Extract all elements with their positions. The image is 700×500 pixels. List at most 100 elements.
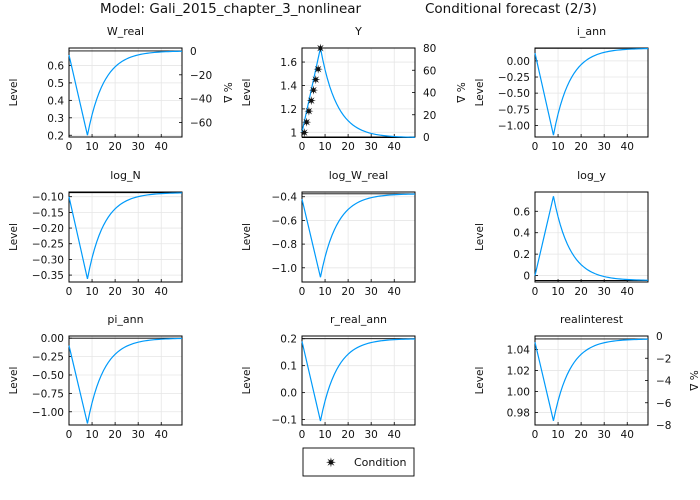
- series-line: [534, 196, 649, 281]
- y-tick-label: 0.0: [280, 388, 297, 400]
- y-tick-label: 0.2: [280, 334, 297, 346]
- condition-marker: ✷: [315, 42, 325, 56]
- x-tick-label: 20: [341, 429, 354, 441]
- y-axis-label: Level: [241, 79, 253, 107]
- series-line: [68, 50, 183, 136]
- y2-axis-label: % Δ: [687, 370, 699, 391]
- condition-marker: ✷: [302, 115, 312, 129]
- y2-tick-label: −2: [656, 353, 671, 365]
- x-tick-label: 30: [364, 429, 377, 441]
- legend: ✷ Condition: [302, 447, 415, 477]
- series-line: [68, 337, 183, 424]
- y-tick-label: 0.4: [513, 228, 530, 240]
- x-tick-label: 30: [364, 286, 377, 298]
- y-tick-label: 1.02: [507, 366, 530, 378]
- legend-label: Condition: [354, 456, 407, 469]
- series-line: [301, 47, 416, 138]
- plot-frame: [534, 191, 649, 283]
- y-tick-label: 0: [523, 271, 530, 283]
- y-tick-label: −0.10: [32, 192, 64, 204]
- y-tick-label: 0.00: [507, 56, 530, 68]
- x-tick-label: 0: [299, 286, 306, 298]
- y2-tick-label: −4: [656, 376, 672, 388]
- x-tick-label: 0: [532, 429, 539, 441]
- y2-tick-label: 0: [656, 331, 663, 343]
- chart-panel: 0 10 20 30 40 −0.10 −0.15 −0.20 −0.25 −0.30 −0.35 L…: [8, 169, 183, 298]
- y-tick-label: −0.25: [498, 72, 530, 84]
- x-tick-label: 20: [574, 141, 587, 153]
- x-tick-label: 40: [388, 429, 401, 441]
- chart-panel: 0 10 20 30 40 0.2 0.1 0.0 −0.1 Level r_real_ann: [241, 313, 416, 441]
- y-tick-label: 1.00: [507, 386, 530, 398]
- x-tick-label: 0: [299, 141, 306, 153]
- figure-title-right: Conditional forecast (2/3): [425, 1, 597, 17]
- y-tick-label: −0.4: [272, 192, 298, 204]
- chart-panel: 0 10 20 30 40 −0.4 −0.6 −0.8 −1.0 Level log_W_real: [241, 169, 416, 298]
- y-tick-label: −1.00: [32, 407, 64, 419]
- panel-title: pi_ann: [107, 313, 143, 326]
- figure-title-left: Model: Gali_2015_chapter_3_nonlinear: [100, 1, 362, 17]
- x-tick-label: 40: [388, 141, 401, 153]
- condition-marker: ✷: [308, 84, 318, 98]
- y2-tick-label: 20: [423, 110, 436, 122]
- x-tick-label: 20: [108, 429, 121, 441]
- series-line: [301, 338, 416, 422]
- y-tick-label: −0.75: [32, 388, 64, 400]
- y-tick-label: 0.1: [280, 361, 297, 373]
- x-tick-label: 40: [621, 286, 634, 298]
- y-axis-label: Level: [474, 367, 486, 395]
- x-tick-label: 30: [364, 141, 377, 153]
- x-tick-label: 40: [621, 429, 634, 441]
- y-tick-label: −0.15: [32, 207, 64, 219]
- x-tick-label: 0: [66, 429, 73, 441]
- x-tick-label: 10: [85, 286, 98, 298]
- y-tick-label: −0.75: [498, 104, 530, 116]
- panel-title: r_real_ann: [330, 313, 387, 326]
- x-tick-label: 30: [131, 429, 144, 441]
- x-tick-label: 40: [155, 286, 168, 298]
- x-tick-label: 10: [551, 429, 564, 441]
- x-tick-label: 30: [597, 141, 610, 153]
- x-tick-label: 30: [597, 286, 610, 298]
- x-tick-label: 30: [131, 286, 144, 298]
- y-tick-label: −0.25: [32, 239, 64, 251]
- y-tick-label: −0.35: [32, 270, 64, 282]
- x-tick-label: 0: [299, 429, 306, 441]
- x-tick-label: 40: [621, 141, 634, 153]
- chart-panel: 0 10 20 30 40 0.00 −0.25 −0.50 −0.75 −1.00 Level i_…: [474, 25, 649, 153]
- y-tick-label: 0.4: [47, 95, 64, 107]
- y-tick-label: 0.6: [47, 60, 64, 72]
- y-axis-label: Level: [8, 223, 20, 251]
- y-tick-label: −0.50: [498, 88, 530, 100]
- plot-frame: [534, 47, 649, 138]
- series-line: [301, 193, 416, 278]
- y-tick-label: −0.50: [32, 370, 64, 382]
- y2-tick-label: 0: [423, 132, 430, 144]
- x-tick-label: 10: [551, 141, 564, 153]
- y-tick-label: −0.8: [272, 239, 298, 251]
- panel-title: Y: [354, 25, 362, 38]
- y-tick-label: −0.30: [32, 254, 64, 266]
- y-tick-label: 0.98: [507, 407, 530, 419]
- condition-marker: ✷: [299, 126, 309, 140]
- x-tick-label: 0: [66, 141, 73, 153]
- y2-tick-label: −40: [190, 94, 212, 106]
- legend-marker-icon: ✷: [326, 456, 337, 471]
- panel-title: log_W_real: [329, 169, 389, 182]
- y-tick-label: 0.6: [513, 206, 530, 218]
- series-line: [534, 48, 649, 136]
- y-tick-label: −0.1: [272, 415, 298, 427]
- y-axis-label: Level: [241, 367, 253, 395]
- y-tick-label: −0.6: [272, 215, 298, 227]
- y-axis-label: Level: [241, 223, 253, 251]
- x-tick-label: 20: [108, 286, 121, 298]
- condition-marker: ✷: [304, 105, 314, 119]
- y2-tick-label: 80: [423, 43, 436, 55]
- plot-frame: [68, 191, 183, 283]
- y-tick-label: 0.2: [513, 249, 530, 261]
- y-tick-label: 0.5: [47, 78, 64, 90]
- series-line: [534, 338, 649, 421]
- x-tick-label: 10: [551, 286, 564, 298]
